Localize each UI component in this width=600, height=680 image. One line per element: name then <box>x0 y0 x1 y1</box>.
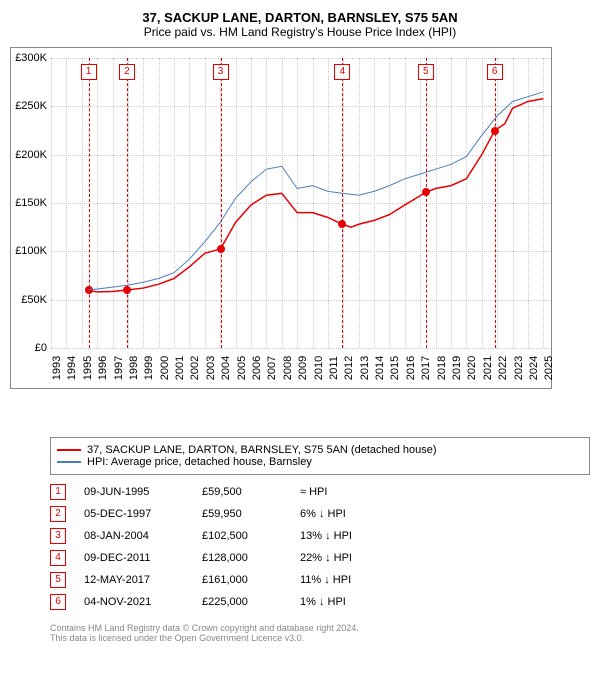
legend-swatch <box>57 461 81 463</box>
sale-row: 2 05-DEC-1997 £59,950 6% ↓ HPI <box>50 503 590 525</box>
sale-row: 4 09-DEC-2011 £128,000 22% ↓ HPI <box>50 547 590 569</box>
gridline-h <box>51 348 551 349</box>
sale-row: 6 04-NOV-2021 £225,000 1% ↓ HPI <box>50 591 590 613</box>
x-axis-label: 2024 <box>528 356 540 380</box>
sale-index-box: 1 <box>50 484 66 500</box>
footer-text: Contains HM Land Registry data © Crown c… <box>50 623 590 643</box>
sale-diff: 22% ↓ HPI <box>300 552 380 564</box>
sale-date: 08-JAN-2004 <box>84 530 184 542</box>
x-axis-label: 2000 <box>159 356 171 380</box>
y-axis-label: £150K <box>15 197 51 209</box>
y-axis-label: £250K <box>15 100 51 112</box>
x-axis-label: 2010 <box>313 356 325 380</box>
legend: 37, SACKUP LANE, DARTON, BARNSLEY, S75 5… <box>50 437 590 475</box>
x-axis-label: 2023 <box>513 356 525 380</box>
x-axis-label: 2017 <box>420 356 432 380</box>
line-series-svg <box>51 58 551 348</box>
x-axis-label: 2019 <box>451 356 463 380</box>
x-axis-label: 1994 <box>66 356 78 380</box>
x-axis-label: 1997 <box>113 356 125 380</box>
legend-swatch <box>57 449 81 451</box>
chart-title: 37, SACKUP LANE, DARTON, BARNSLEY, S75 5… <box>10 10 590 25</box>
chart-subtitle: Price paid vs. HM Land Registry's House … <box>10 25 590 39</box>
legend-label: 37, SACKUP LANE, DARTON, BARNSLEY, S75 5… <box>87 444 437 456</box>
sale-date: 05-DEC-1997 <box>84 508 184 520</box>
x-axis-label: 2014 <box>374 356 386 380</box>
sale-price: £102,500 <box>202 530 282 542</box>
footer-line-2: This data is licensed under the Open Gov… <box>50 633 590 643</box>
y-axis-label: £300K <box>15 52 51 64</box>
y-axis-label: £100K <box>15 245 51 257</box>
x-axis-label: 2009 <box>297 356 309 380</box>
sale-diff: 11% ↓ HPI <box>300 574 380 586</box>
sale-diff: ≈ HPI <box>300 486 380 498</box>
x-axis-label: 2005 <box>236 356 248 380</box>
sale-price: £225,000 <box>202 596 282 608</box>
legend-label: HPI: Average price, detached house, Barn… <box>87 456 312 468</box>
series-line <box>89 99 544 292</box>
sale-diff: 1% ↓ HPI <box>300 596 380 608</box>
x-axis-label: 1999 <box>143 356 155 380</box>
x-axis-label: 2020 <box>466 356 478 380</box>
legend-row: 37, SACKUP LANE, DARTON, BARNSLEY, S75 5… <box>57 444 583 456</box>
sale-diff: 6% ↓ HPI <box>300 508 380 520</box>
series-line <box>89 92 544 290</box>
x-axis-label: 2016 <box>405 356 417 380</box>
x-axis-label: 2002 <box>189 356 201 380</box>
y-axis-label: £200K <box>15 149 51 161</box>
sale-row: 1 09-JUN-1995 £59,500 ≈ HPI <box>50 481 590 503</box>
x-axis-label: 2008 <box>282 356 294 380</box>
x-axis-label: 2012 <box>343 356 355 380</box>
x-axis-label: 2025 <box>543 356 555 380</box>
x-axis-label: 1996 <box>97 356 109 380</box>
y-axis-label: £50K <box>21 294 51 306</box>
footer-line-1: Contains HM Land Registry data © Crown c… <box>50 623 590 633</box>
sale-index-box: 4 <box>50 550 66 566</box>
sale-date: 09-DEC-2011 <box>84 552 184 564</box>
x-axis-label: 2013 <box>359 356 371 380</box>
x-axis-label: 2011 <box>328 356 340 380</box>
x-axis-label: 2003 <box>205 356 217 380</box>
x-axis-label: 2006 <box>251 356 263 380</box>
chart-container: £0 £50K £100K £150K £200K £250K £300K 19931994 1… <box>10 47 552 389</box>
sale-diff: 13% ↓ HPI <box>300 530 380 542</box>
x-axis-label: 1995 <box>82 356 94 380</box>
sale-price: £59,500 <box>202 486 282 498</box>
sale-price: £59,950 <box>202 508 282 520</box>
sale-index-box: 2 <box>50 506 66 522</box>
x-axis-label: 2001 <box>174 356 186 380</box>
x-axis-label: 2018 <box>436 356 448 380</box>
sale-index-box: 6 <box>50 594 66 610</box>
sale-price: £161,000 <box>202 574 282 586</box>
sale-date: 12-MAY-2017 <box>84 574 184 586</box>
legend-row: HPI: Average price, detached house, Barn… <box>57 456 583 468</box>
y-axis-label: £0 <box>35 342 51 354</box>
x-axis-label: 2022 <box>497 356 509 380</box>
plot-area: £0£50K£100K£150K£200K£250K£300K199319941… <box>51 58 551 348</box>
sales-table: 1 09-JUN-1995 £59,500 ≈ HPI 2 05-DEC-1997 £59,… <box>50 481 590 613</box>
x-axis-label: 2007 <box>266 356 278 380</box>
sale-index-box: 3 <box>50 528 66 544</box>
sale-date: 04-NOV-2021 <box>84 596 184 608</box>
x-axis-label: 1998 <box>128 356 140 380</box>
sale-row: 3 08-JAN-2004 £102,500 13% ↓ HPI <box>50 525 590 547</box>
sale-date: 09-JUN-1995 <box>84 486 184 498</box>
x-axis-label: 2015 <box>389 356 401 380</box>
sale-price: £128,000 <box>202 552 282 564</box>
sale-index-box: 5 <box>50 572 66 588</box>
x-axis-label: 1993 <box>51 356 63 380</box>
x-axis-label: 2021 <box>482 356 494 380</box>
sale-row: 5 12-MAY-2017 £161,000 11% ↓ HPI <box>50 569 590 591</box>
x-axis-label: 2004 <box>220 356 232 380</box>
